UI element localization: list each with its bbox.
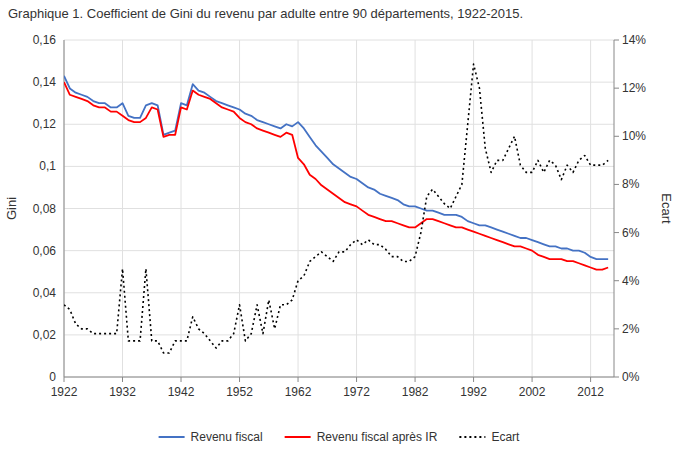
x-tick: [532, 377, 533, 382]
x-tick-label: 1922: [51, 385, 78, 399]
y2-tick: [614, 328, 619, 329]
y-grid-line: [64, 292, 614, 293]
y-grid-line: [64, 124, 614, 125]
x-tick: [356, 377, 357, 382]
x-tick-label: 1982: [402, 385, 429, 399]
x-grid-line: [532, 40, 533, 377]
y-axis-title: Gini: [4, 197, 19, 220]
grid: [64, 40, 614, 377]
x-grid-line: [239, 40, 240, 377]
x-tick-label: 1972: [343, 385, 370, 399]
x-tick-label: 1942: [168, 385, 195, 399]
y2-tick: [614, 377, 619, 378]
lines: [64, 64, 608, 353]
x-tick-label: 1962: [285, 385, 312, 399]
x-grid-line: [590, 40, 591, 377]
y-grid-line: [64, 40, 614, 41]
y-tick-label: 0: [49, 370, 56, 384]
x-tick-label: 1992: [460, 385, 487, 399]
series-line: [64, 64, 608, 353]
legend-label: Revenu fiscal: [191, 430, 263, 444]
x-tick: [298, 377, 299, 382]
x-grid-line: [122, 40, 123, 377]
title: Graphique 1. Coefficient de Gini du reve…: [8, 6, 523, 21]
y2-tick: [614, 232, 619, 233]
legend-label: Ecart: [491, 430, 520, 444]
y2-tick-label: 2%: [622, 322, 640, 336]
chart: Graphique 1. Coefficient de Gini du reve…: [0, 0, 674, 459]
y2-tick-label: 0%: [622, 370, 640, 384]
x-tick: [239, 377, 240, 382]
x-grid-line: [298, 40, 299, 377]
x-tick-label: 2012: [577, 385, 604, 399]
y2-axis-title: Ecart: [659, 193, 674, 224]
series-line: [64, 82, 608, 269]
x-grid-line: [356, 40, 357, 377]
y2-tick: [614, 136, 619, 137]
y-tick-label: 0,06: [33, 244, 57, 258]
y-tick-label: 0,04: [33, 286, 57, 300]
y2-tick: [614, 280, 619, 281]
legend-item: Ecart: [459, 430, 520, 444]
x-tick: [64, 377, 65, 382]
x-grid-line: [415, 40, 416, 377]
y-grid-line: [64, 377, 614, 378]
y2-axis-line: [614, 40, 615, 377]
y2-tick-label: 14%: [622, 33, 646, 47]
axes: 0 0,02 0,04 0,06 0,08 0,1 0,12 0,14 0,16 1922 1932…: [33, 33, 647, 399]
x-tick: [181, 377, 182, 382]
x-grid-line: [473, 40, 474, 377]
y2-tick: [614, 184, 619, 185]
x-grid-line: [64, 40, 65, 377]
y2-tick-label: 4%: [622, 274, 640, 288]
y-grid-line: [64, 166, 614, 167]
y-tick-label: 0,1: [39, 159, 56, 173]
y2-tick-label: 8%: [622, 177, 640, 191]
y-tick-label: 0,14: [33, 75, 57, 89]
y-grid-line: [64, 82, 614, 83]
legend: Revenu fiscal Revenu fiscal après IR Ecart: [159, 430, 520, 444]
y-grid-line: [64, 208, 614, 209]
y-tick-label: 0,02: [33, 328, 57, 342]
y-tick-label: 0,16: [33, 33, 57, 47]
y2-tick-label: 12%: [622, 81, 646, 95]
y2-tick-label: 6%: [622, 226, 640, 240]
x-tick: [122, 377, 123, 382]
legend-swatch: [159, 436, 185, 438]
x-tick: [590, 377, 591, 382]
y-axis-line: [64, 40, 65, 377]
legend-label: Revenu fiscal après IR: [317, 430, 438, 444]
x-tick: [415, 377, 416, 382]
y-grid-line: [64, 334, 614, 335]
legend-item: Revenu fiscal après IR: [285, 430, 438, 444]
y-tick-label: 0,08: [33, 202, 57, 216]
x-tick-label: 2002: [519, 385, 546, 399]
y-tick-label: 0,12: [33, 117, 57, 131]
legend-swatch: [459, 436, 485, 438]
legend-item: Revenu fiscal: [159, 430, 263, 444]
series-line: [64, 76, 608, 259]
y2-tick: [614, 40, 619, 41]
x-axis-line: [64, 377, 614, 378]
x-grid-line: [181, 40, 182, 377]
legend-swatch: [285, 436, 311, 438]
x-tick-label: 1952: [226, 385, 253, 399]
y2-tick: [614, 88, 619, 89]
x-tick-label: 1932: [109, 385, 136, 399]
x-tick: [473, 377, 474, 382]
y2-tick-label: 10%: [622, 129, 646, 143]
